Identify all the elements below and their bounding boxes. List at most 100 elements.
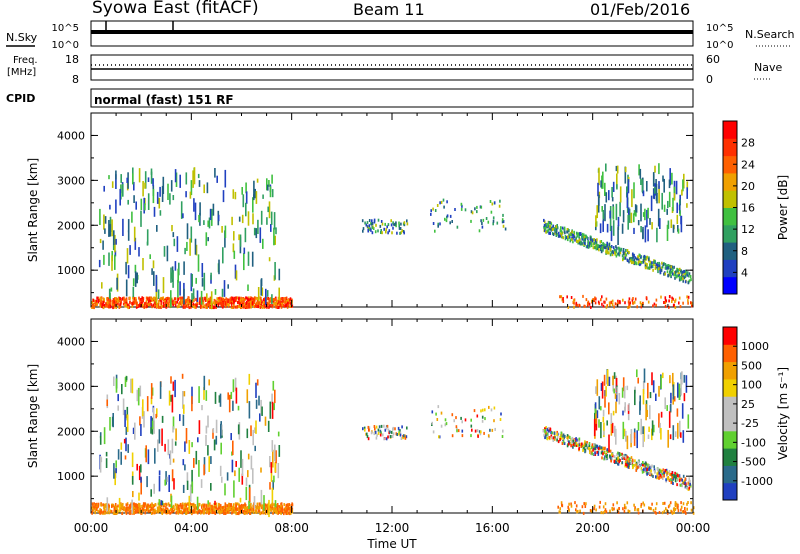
echo-cell <box>587 300 590 304</box>
echo-cell <box>147 506 150 510</box>
echo-cell <box>238 503 240 507</box>
echo-cell <box>94 510 96 514</box>
echo-cell <box>277 463 280 479</box>
echo-cell <box>250 502 252 506</box>
echo-cell <box>660 475 663 479</box>
echo-cell <box>150 512 153 515</box>
echo-cell <box>678 204 681 211</box>
echo-cell <box>146 229 149 245</box>
echo-cell <box>676 214 679 225</box>
echo-cell <box>144 182 146 189</box>
echo-cell <box>96 504 98 508</box>
echo-cell <box>176 503 179 507</box>
echo-cell <box>615 401 617 414</box>
echo-cell <box>641 261 643 264</box>
echo-cell <box>216 297 218 301</box>
colorbar-label: Velocity [m s⁻¹] <box>776 367 790 460</box>
echo-cell <box>488 405 490 409</box>
echo-cell <box>271 506 274 510</box>
echo-cell <box>134 504 136 507</box>
echo-cell <box>666 405 668 411</box>
echo-cell <box>624 455 627 459</box>
echo-cell <box>270 508 272 512</box>
echo-cell <box>673 396 676 402</box>
echo-cell <box>664 266 667 270</box>
echo-cell <box>584 444 586 448</box>
echo-cell <box>677 509 680 513</box>
echo-cell <box>644 262 647 266</box>
echo-cell <box>238 506 241 510</box>
echo-cell <box>647 465 650 469</box>
echo-cell <box>154 508 156 512</box>
echo-cell <box>605 192 608 203</box>
echo-cell <box>133 505 136 509</box>
echo-cell <box>283 508 286 512</box>
echo-cell <box>613 455 616 459</box>
echo-cell <box>119 188 121 206</box>
echo-cell <box>392 432 395 436</box>
echo-cell <box>142 399 144 417</box>
echo-cell <box>205 503 207 507</box>
echo-cell <box>634 204 637 216</box>
echo-cell <box>603 457 605 461</box>
echo-cell <box>551 231 554 235</box>
echo-cell <box>480 409 482 413</box>
echo-cell <box>502 224 505 228</box>
echo-cell <box>659 218 661 229</box>
echo-cell <box>601 295 603 299</box>
echo-cell <box>578 234 580 238</box>
echo-cell <box>395 224 397 228</box>
echo-cell <box>102 503 104 507</box>
echo-cell <box>185 304 187 308</box>
echo-cell <box>672 268 674 272</box>
echo-cell <box>161 304 163 308</box>
echo-cell <box>145 296 148 300</box>
echo-cell <box>669 268 672 271</box>
echo-cell <box>194 202 197 221</box>
echo-cell <box>490 408 493 412</box>
echo-cell <box>164 299 166 303</box>
echo-cell <box>637 257 640 261</box>
echo-cell <box>272 480 274 490</box>
echo-cell <box>663 204 666 212</box>
echo-cell <box>271 174 273 184</box>
echo-cell <box>612 410 615 416</box>
echo-cell <box>196 290 199 302</box>
echo-cell <box>287 301 289 305</box>
echo-cell <box>199 212 201 226</box>
echo-cell <box>92 303 95 307</box>
echo-cell <box>605 455 608 459</box>
echo-cell <box>114 511 117 515</box>
echo-cell <box>206 507 208 511</box>
echo-cell <box>685 272 687 276</box>
echo-cell <box>181 504 184 508</box>
echo-cell <box>255 420 257 434</box>
echo-cell <box>235 296 237 300</box>
echo-cell <box>624 506 626 510</box>
echo-cell <box>146 503 148 507</box>
echo-cell <box>618 453 621 457</box>
echo-cell <box>604 502 607 506</box>
echo-cell <box>622 248 625 251</box>
echo-cell <box>674 507 677 511</box>
colorbar-segment <box>723 361 737 380</box>
echo-cell <box>245 486 248 501</box>
echo-cell <box>573 443 575 446</box>
echo-cell <box>132 286 135 298</box>
echo-cell <box>613 305 615 309</box>
echo-cell <box>245 202 247 217</box>
echo-cell <box>194 238 197 255</box>
echo-cell <box>372 227 375 230</box>
echo-cell <box>636 305 638 309</box>
echo-cell <box>108 252 110 266</box>
echo-cell <box>483 431 485 435</box>
echo-cell <box>159 210 162 216</box>
echo-cell <box>380 431 382 435</box>
echo-cell <box>600 422 602 439</box>
echo-cell <box>599 245 601 248</box>
y-tick-label: 4000 <box>57 129 85 142</box>
echo-cell <box>577 239 579 243</box>
echo-cell <box>108 303 111 307</box>
echo-cell <box>108 175 110 180</box>
echo-cell <box>635 212 637 217</box>
